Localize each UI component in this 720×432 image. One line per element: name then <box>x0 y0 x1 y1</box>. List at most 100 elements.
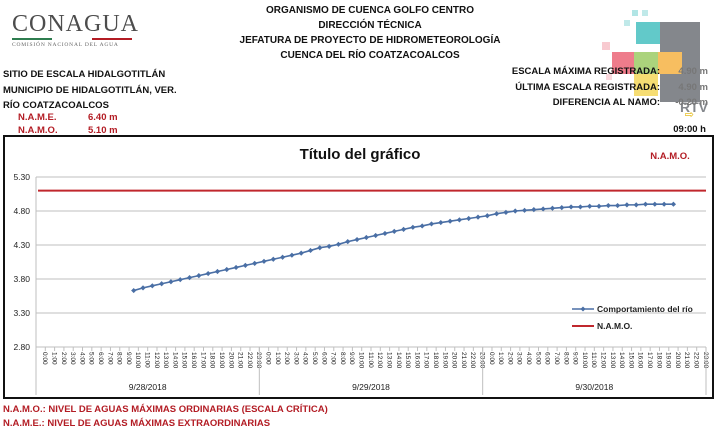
data-point-marker <box>149 283 155 289</box>
data-point-marker <box>605 202 611 209</box>
x-tick-label: 7:00 <box>330 352 337 365</box>
x-tick-label: 0:00 <box>488 352 495 365</box>
x-tick-label: 14:00 <box>395 352 402 369</box>
level-chart: Título del gráfico N.A.M.O. 2.80 3.30 3.80 4.… <box>13 146 709 395</box>
x-tick-label: 23:00 <box>479 352 486 369</box>
x-tick-label: 17:00 <box>423 352 430 369</box>
x-tick-label: 20:00 <box>227 352 234 369</box>
data-point-marker <box>494 211 500 217</box>
x-tick-label: 20:00 <box>451 352 458 369</box>
data-point-marker <box>224 266 230 273</box>
x-tick-label: 6:00 <box>320 352 327 365</box>
data-point-marker <box>568 204 574 210</box>
data-point-marker <box>484 213 490 219</box>
data-point-marker <box>205 270 211 277</box>
x-tick-label: 2:00 <box>506 352 513 365</box>
legend-namo-label: N.A.M.O. <box>597 321 632 331</box>
logo-underline <box>12 38 132 40</box>
x-tick-label: 9:00 <box>572 352 579 365</box>
x-tick-label: 2:00 <box>60 352 67 365</box>
data-point-marker <box>652 201 658 207</box>
x-tick-label: 5:00 <box>534 352 541 365</box>
scale-stats: ESCALA MÁXIMA REGISTRADA: 4.90 m ÚLTIMA E… <box>512 64 708 111</box>
data-point-marker <box>335 241 342 247</box>
data-point-marker <box>438 219 444 226</box>
x-tick-label: 4:00 <box>525 352 532 365</box>
data-point-marker <box>419 223 425 229</box>
data-point-marker <box>410 224 416 230</box>
data-point-marker <box>661 201 667 207</box>
data-point-marker <box>559 205 565 211</box>
x-tick-label: 5:00 <box>311 352 318 365</box>
x-tick-label: 23:00 <box>255 352 262 369</box>
x-tick-label: 16:00 <box>413 352 420 369</box>
data-point-marker <box>354 236 360 243</box>
namo-corner-label: N.A.M.O. <box>650 151 690 162</box>
data-point-marker <box>289 252 295 258</box>
x-tick-label: 5:00 <box>88 352 95 365</box>
arrow-right-icon: ⇨ <box>684 109 694 121</box>
x-tick-label: 19:00 <box>665 352 672 369</box>
data-point-marker <box>521 207 528 213</box>
data-point-marker <box>466 215 472 222</box>
x-tick-label: 12:00 <box>599 352 606 369</box>
x-tick-label: 15:00 <box>181 352 188 369</box>
x-tick-label: 22:00 <box>246 352 253 369</box>
last-scale-label: ÚLTIMA ESCALA REGISTRADA: <box>515 81 660 93</box>
x-tick-label: 0:00 <box>264 352 271 365</box>
y-tick-label: 3.30 <box>13 308 30 318</box>
data-point-marker <box>428 221 435 227</box>
x-tick-label: 11:00 <box>367 352 374 368</box>
x-tick-label: 1:00 <box>497 352 504 365</box>
legend-series-label: Comportamiento del río <box>597 304 693 314</box>
x-tick-label: 16:00 <box>190 352 197 369</box>
data-point-marker <box>186 275 193 281</box>
x-tick-label: 15:00 <box>627 352 634 369</box>
x-tick-label: 3:00 <box>69 352 76 365</box>
y-tick-label: 5.30 <box>13 172 30 182</box>
x-tick-label: 7:00 <box>106 352 113 365</box>
data-point-marker <box>642 201 649 207</box>
header-line: CUENCA DEL RÍO COATZACOALCOS <box>280 50 460 61</box>
namo-label: N.A.M.O. <box>18 125 58 136</box>
report-time: 09:00 h <box>673 124 706 135</box>
y-tick-label: 3.80 <box>13 274 30 284</box>
max-scale-value: 4.90 m <box>678 66 708 77</box>
data-point-marker <box>159 281 165 287</box>
data-point-marker <box>307 247 314 254</box>
x-tick-label: 13:00 <box>609 352 616 369</box>
y-tick-label: 4.30 <box>13 240 30 250</box>
data-point-marker <box>633 202 639 208</box>
logo-wordmark: CONAGUA <box>12 11 139 37</box>
x-tick-label: 19:00 <box>218 352 225 369</box>
rtv-watermark-logo: RTV <box>602 10 709 115</box>
x-tick-label: 6:00 <box>544 352 551 365</box>
data-point-marker <box>587 203 593 209</box>
data-point-marker <box>270 256 276 262</box>
site-info: SITIO DE ESCALA HIDALGOTITLÁN MUNICIPIO … <box>3 67 177 114</box>
data-point-marker <box>373 232 379 239</box>
x-tick-label: 10:00 <box>134 352 141 369</box>
x-tick-label: 13:00 <box>385 352 392 369</box>
namo-diff-value: -0.20 m <box>675 97 708 108</box>
x-tick-label: 8:00 <box>562 352 569 365</box>
river-name: RÍO COATZACOALCOS <box>3 100 109 111</box>
x-date-label: 9/30/2018 <box>575 382 613 392</box>
y-tick-label: 2.80 <box>13 342 30 352</box>
data-point-marker <box>345 239 351 245</box>
legend-definitions: N.A.M.O.: NIVEL DE AGUAS MÁXIMAS ORDINAR… <box>3 403 328 431</box>
data-point-marker <box>475 214 481 220</box>
data-point-marker <box>363 234 369 241</box>
x-tick-label: 9:00 <box>348 352 355 365</box>
data-point-marker <box>177 277 183 283</box>
x-date-label: 9/28/2018 <box>129 382 167 392</box>
x-tick-label: 14:00 <box>618 352 625 369</box>
x-tick-label: 1:00 <box>50 352 57 365</box>
data-point-marker <box>577 204 583 210</box>
x-tick-label: 20:00 <box>674 352 681 369</box>
header-line: JEFATURA DE PROYECTO DE HIDROMETEOROLOGÍ… <box>239 35 501 46</box>
x-tick-label: 9:00 <box>125 352 132 365</box>
data-point-marker <box>549 205 556 211</box>
data-point-marker <box>214 268 221 275</box>
municipality: MUNICIPIO DE HIDALGOTITLÁN, VER. <box>3 84 177 96</box>
